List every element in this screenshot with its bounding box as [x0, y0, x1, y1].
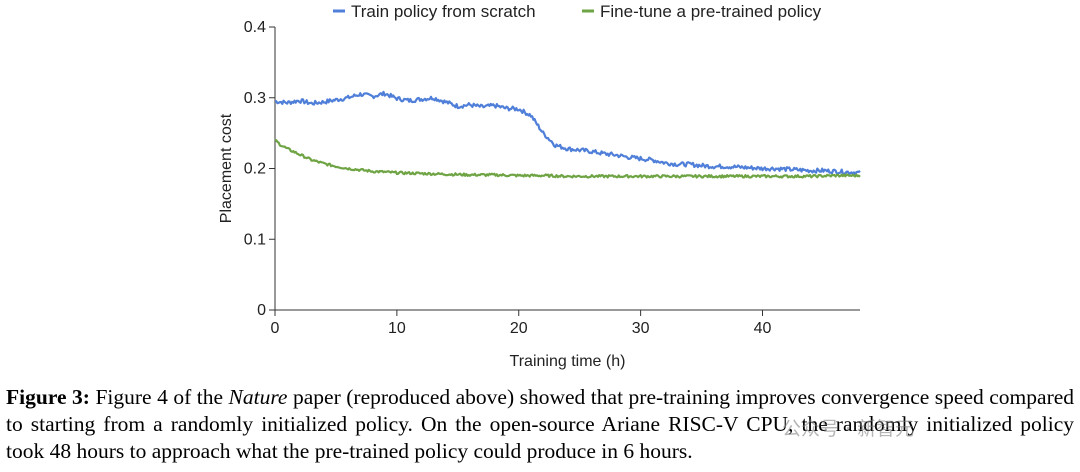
caption-text-2: paper (reproduced above) showed that pre…: [6, 385, 1075, 463]
x-tick-label: 10: [388, 320, 406, 337]
y-tick-label: 0.2: [244, 161, 266, 178]
chart-legend: Train policy from scratch Fine-tune a pre…: [333, 2, 822, 21]
x-tick-label: 30: [632, 320, 650, 337]
x-tick-label: 40: [754, 320, 772, 337]
caption-text-1: Figure 4 of the: [95, 385, 224, 409]
chart-axes: 0 0.1 0.2 0.3 0.4 0 10 20 30 40 Training time (h) P…: [218, 19, 860, 370]
y-tick-label: 0.4: [244, 19, 266, 36]
legend-label-1: Train policy from scratch: [351, 2, 536, 21]
y-axis-label: Placement cost: [218, 113, 235, 223]
caption-italic: Nature: [228, 385, 288, 409]
y-tick-label: 0.1: [244, 231, 266, 248]
y-tick-label: 0: [257, 302, 266, 319]
line-chart: 0 0.1 0.2 0.3 0.4 0 10 20 30 40 Training time (h) P…: [218, 2, 861, 370]
x-tick-label: 20: [510, 320, 528, 337]
series-line-1: [274, 90, 861, 176]
legend-label-2: Fine-tune a pre-trained policy: [600, 2, 822, 21]
figure-caption: Figure 3: Figure 4 of the Nature paper (…: [6, 384, 1074, 465]
chart-series: [274, 90, 861, 179]
x-tick-label: 0: [271, 320, 280, 337]
series-line-2: [274, 139, 861, 179]
x-axis-label: Training time (h): [510, 353, 626, 370]
caption-label: Figure 3:: [6, 385, 90, 409]
y-tick-label: 0.3: [244, 90, 266, 107]
